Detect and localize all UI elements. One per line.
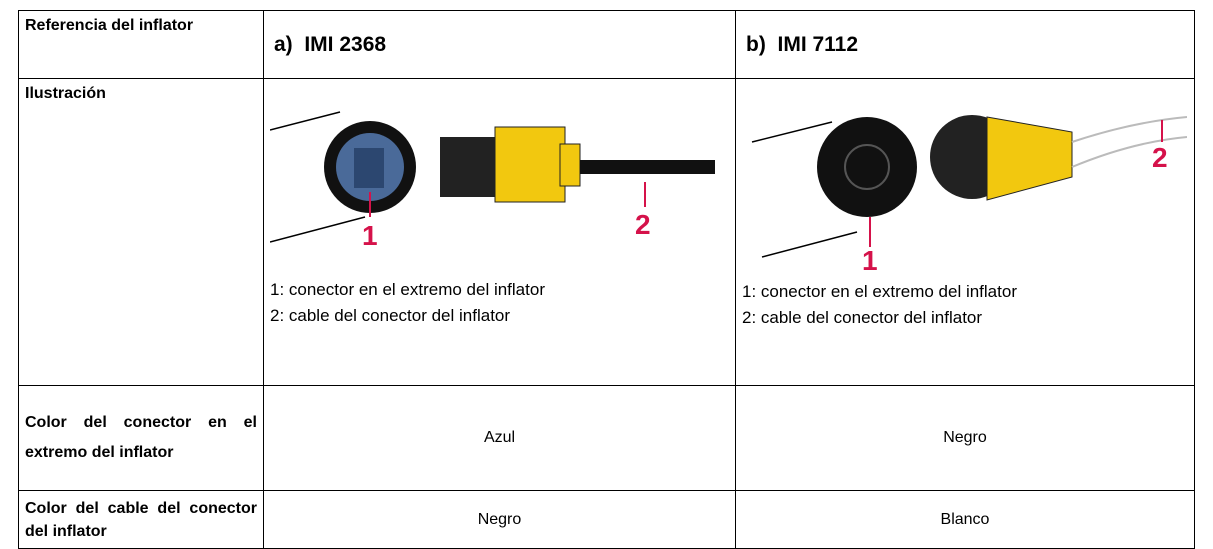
cell: Blanco (735, 490, 1195, 549)
caption: 1: conector en el extremo del inflator (270, 280, 545, 299)
header-cell: a) IMI 2368 (263, 10, 736, 79)
illustration-row: Ilustración 1 2 1: conector en el extrem… (18, 78, 1195, 386)
illustration-imi-2368: 1 2 (269, 111, 715, 251)
cell: Azul (263, 385, 736, 491)
row-label: Color del conector en el extremo del inf… (18, 385, 264, 491)
caption: 2: cable del conector del inflator (270, 306, 511, 325)
callout: 1 (862, 245, 878, 272)
callout: 1 (362, 220, 378, 251)
illustration-cell: 1 2 1: conector en el extremo del inflat… (735, 78, 1195, 386)
data-row: Color del cable del conector del inflato… (18, 490, 1195, 549)
row-label: Color del cable del conector del inflato… (18, 490, 264, 549)
callout: 2 (1152, 142, 1168, 173)
illustration-cell: 1 2 1: conector en el extremo del inflat… (263, 78, 736, 386)
data-row: Color del conector en el extremo del inf… (18, 385, 1195, 491)
caption: 2: cable del conector del inflator (742, 308, 983, 327)
row-label: Ilustración (18, 78, 264, 386)
comparison-table: Referencia del inflator a) IMI 2368 b) I… (18, 10, 1195, 549)
header-row: Referencia del inflator a) IMI 2368 b) I… (18, 10, 1195, 79)
header-cell: Referencia del inflator (18, 10, 264, 79)
header-cell: b) IMI 7112 (735, 10, 1195, 79)
caption: 1: conector en el extremo del inflator (742, 282, 1017, 301)
illustration-imi-7112: 1 2 (751, 115, 1188, 276)
cell: Negro (735, 385, 1195, 491)
callout: 2 (635, 209, 651, 240)
cell: Negro (263, 490, 736, 549)
